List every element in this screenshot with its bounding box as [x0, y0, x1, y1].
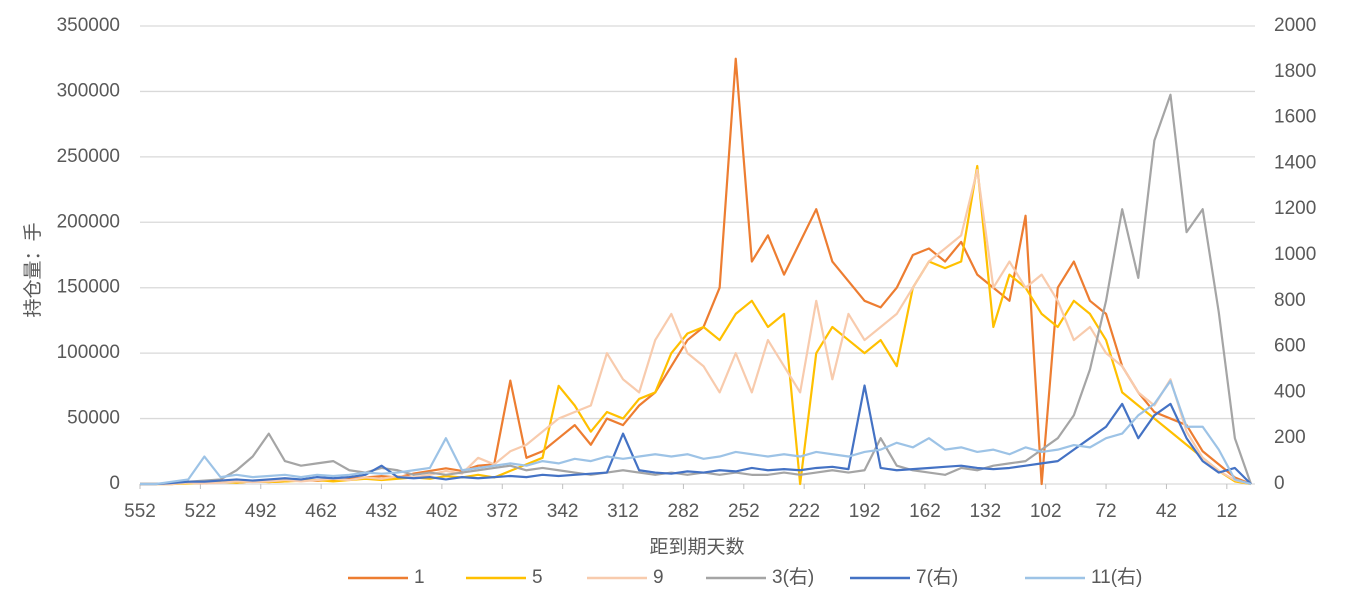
y-tick-label: 50000: [67, 408, 120, 429]
y-tick-label: 150000: [57, 277, 120, 298]
y-tick-label: 300000: [57, 80, 120, 101]
x-tick-label: 552: [124, 501, 156, 522]
x-tick-label: 12: [1216, 501, 1237, 522]
y2-tick-label: 800: [1274, 290, 1306, 311]
x-tick-label: 462: [305, 501, 337, 522]
x-tick-label: 72: [1095, 501, 1116, 522]
x-tick-label: 132: [969, 501, 1001, 522]
y-tick-label: 0: [109, 473, 120, 494]
x-tick-label: 252: [728, 501, 760, 522]
legend-label: 1: [414, 567, 425, 588]
x-tick-label: 342: [547, 501, 579, 522]
series-line: [140, 168, 1252, 486]
legend-label: 11(右): [1091, 566, 1142, 588]
x-tick-label: 162: [909, 501, 941, 522]
x-tick-label: 222: [788, 501, 820, 522]
y2-tick-label: 1800: [1274, 61, 1316, 82]
series-line: [140, 379, 1252, 486]
y2-tick-label: 400: [1274, 381, 1306, 402]
x-tick-label: 432: [366, 501, 398, 522]
y2-tick-label: 1600: [1274, 107, 1316, 128]
x-tick-label: 282: [668, 501, 700, 522]
x-tick-label: 402: [426, 501, 458, 522]
y2-tick-label: 1400: [1274, 152, 1316, 173]
x-tick-label: 102: [1030, 501, 1062, 522]
legend-label: 5: [532, 567, 543, 588]
x-tick-label: 192: [849, 501, 881, 522]
y-axis-title: 持仓量：手: [22, 222, 44, 317]
x-tick-label: 492: [245, 501, 277, 522]
series-line: [140, 384, 1252, 486]
y-tick-label: 250000: [57, 146, 120, 167]
x-tick-label: 522: [185, 501, 217, 522]
y-tick-label: 100000: [57, 342, 120, 363]
legend-label: 7(右): [916, 566, 958, 588]
y2-tick-label: 1000: [1274, 244, 1316, 265]
y-tick-label: 200000: [57, 211, 120, 232]
y2-tick-label: 1200: [1274, 198, 1316, 219]
x-tick-label: 42: [1156, 501, 1177, 522]
y2-tick-label: 0: [1274, 473, 1285, 494]
legend-label: 3(右): [772, 566, 814, 588]
series-line: [140, 57, 1252, 486]
y2-tick-label: 200: [1274, 427, 1306, 448]
series-line: [140, 93, 1253, 486]
y2-tick-label: 2000: [1274, 15, 1316, 36]
x-axis-title: 距到期天数: [649, 536, 744, 558]
legend-label: 9: [653, 567, 664, 588]
y2-tick-label: 600: [1274, 336, 1306, 357]
x-tick-label: 312: [607, 501, 639, 522]
series-line: [140, 164, 1252, 486]
y-tick-label: 350000: [57, 15, 120, 36]
x-tick-label: 372: [486, 501, 518, 522]
